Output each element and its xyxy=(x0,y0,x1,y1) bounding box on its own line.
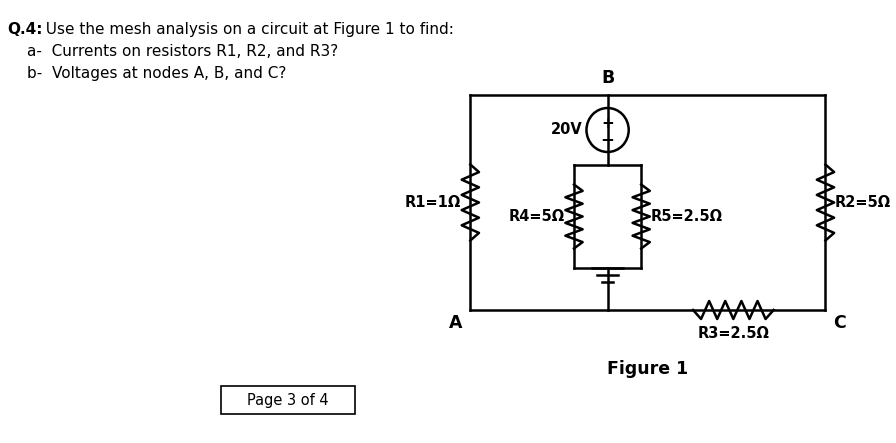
Text: A: A xyxy=(449,314,462,332)
Text: R1=1Ω: R1=1Ω xyxy=(404,195,461,210)
Text: Use the mesh analysis on a circuit at Figure 1 to find:: Use the mesh analysis on a circuit at Fi… xyxy=(37,22,454,37)
Text: R5=2.5Ω: R5=2.5Ω xyxy=(650,209,723,224)
Text: 20V: 20V xyxy=(551,123,582,137)
Text: R2=5Ω: R2=5Ω xyxy=(835,195,892,210)
FancyBboxPatch shape xyxy=(220,386,355,414)
Text: a-  Currents on resistors R1, R2, and R3?: a- Currents on resistors R1, R2, and R3? xyxy=(27,44,338,59)
Text: C: C xyxy=(833,314,846,332)
Text: Page 3 of 4: Page 3 of 4 xyxy=(247,392,329,408)
Text: Figure 1: Figure 1 xyxy=(607,360,688,378)
Text: +: + xyxy=(601,116,614,131)
Text: b-  Voltages at nodes A, B, and C?: b- Voltages at nodes A, B, and C? xyxy=(27,66,286,81)
Text: R4=5Ω: R4=5Ω xyxy=(508,209,564,224)
Text: −: − xyxy=(600,130,615,148)
Text: B: B xyxy=(601,69,615,87)
Text: R3=2.5Ω: R3=2.5Ω xyxy=(697,326,770,341)
Text: Q.4:: Q.4: xyxy=(8,22,43,37)
